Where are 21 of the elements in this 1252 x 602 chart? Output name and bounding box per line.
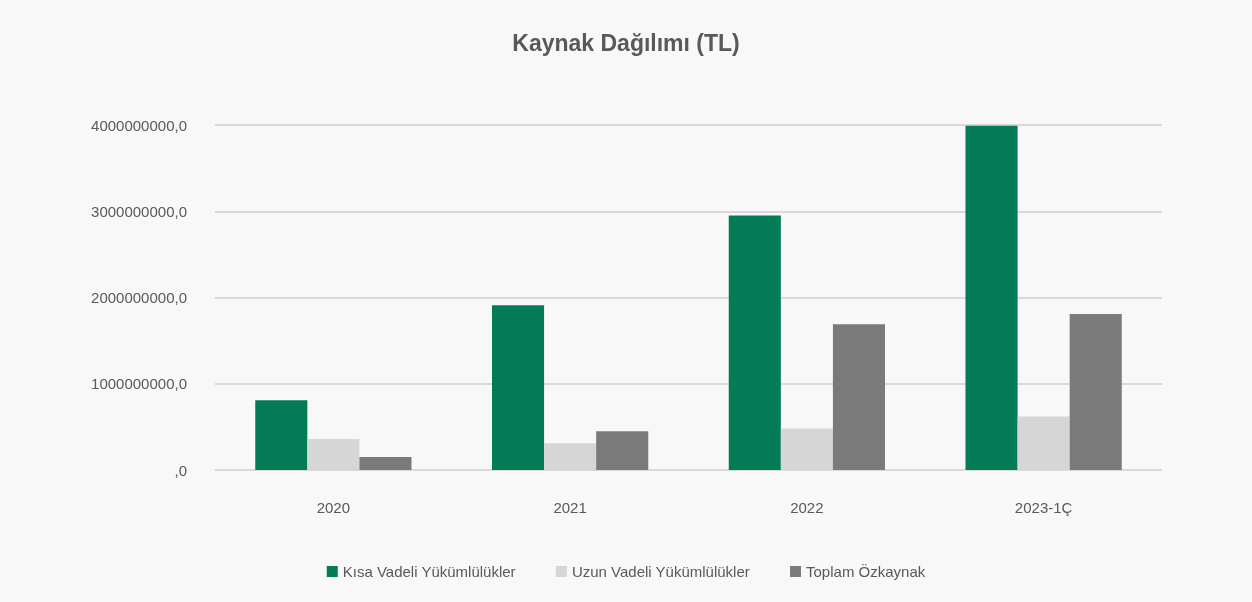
y-tick-label: 4000000000,0 xyxy=(91,116,187,134)
x-tick-label: 2020 xyxy=(316,499,351,516)
x-tick-label: 2022 xyxy=(790,499,824,516)
y-tick-label: 2000000000,0 xyxy=(91,289,187,306)
bar xyxy=(359,457,412,470)
bar xyxy=(596,431,649,470)
bar xyxy=(832,324,885,470)
bar xyxy=(492,305,545,470)
bar xyxy=(255,400,308,470)
x-tick-label: 2021 xyxy=(553,499,587,516)
y-tick-label: 3000000000,0 xyxy=(91,202,187,220)
legend-label: Toplam Özkaynak xyxy=(806,563,926,580)
legend-label: Uzun Vadeli Yükümlülükler xyxy=(571,563,750,580)
chart-title: Kaynak Dağılımı (TL) xyxy=(512,29,740,56)
bar xyxy=(1069,313,1122,470)
x-tick-label: 2023-1Ç xyxy=(1014,499,1073,516)
y-tick-label: 1000000000,0 xyxy=(91,375,187,393)
bar xyxy=(728,215,781,470)
legend-label: Kısa Vadeli Yükümlülükler xyxy=(342,563,516,580)
y-tick-label: ,0 xyxy=(174,461,187,479)
bar xyxy=(965,125,1018,470)
